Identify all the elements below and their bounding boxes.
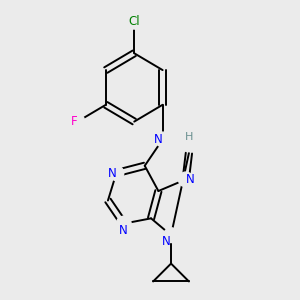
Circle shape bbox=[70, 114, 85, 129]
Text: H: H bbox=[185, 132, 193, 142]
Text: N: N bbox=[108, 167, 116, 180]
Circle shape bbox=[127, 14, 142, 29]
Text: Cl: Cl bbox=[128, 15, 140, 28]
Circle shape bbox=[178, 172, 193, 187]
Text: N: N bbox=[162, 235, 171, 248]
Text: F: F bbox=[71, 115, 77, 128]
Circle shape bbox=[155, 132, 170, 147]
Text: N: N bbox=[119, 224, 128, 237]
Circle shape bbox=[109, 166, 124, 181]
Text: N: N bbox=[154, 133, 163, 146]
Circle shape bbox=[164, 228, 178, 242]
Circle shape bbox=[116, 216, 131, 231]
Text: N: N bbox=[186, 173, 194, 186]
